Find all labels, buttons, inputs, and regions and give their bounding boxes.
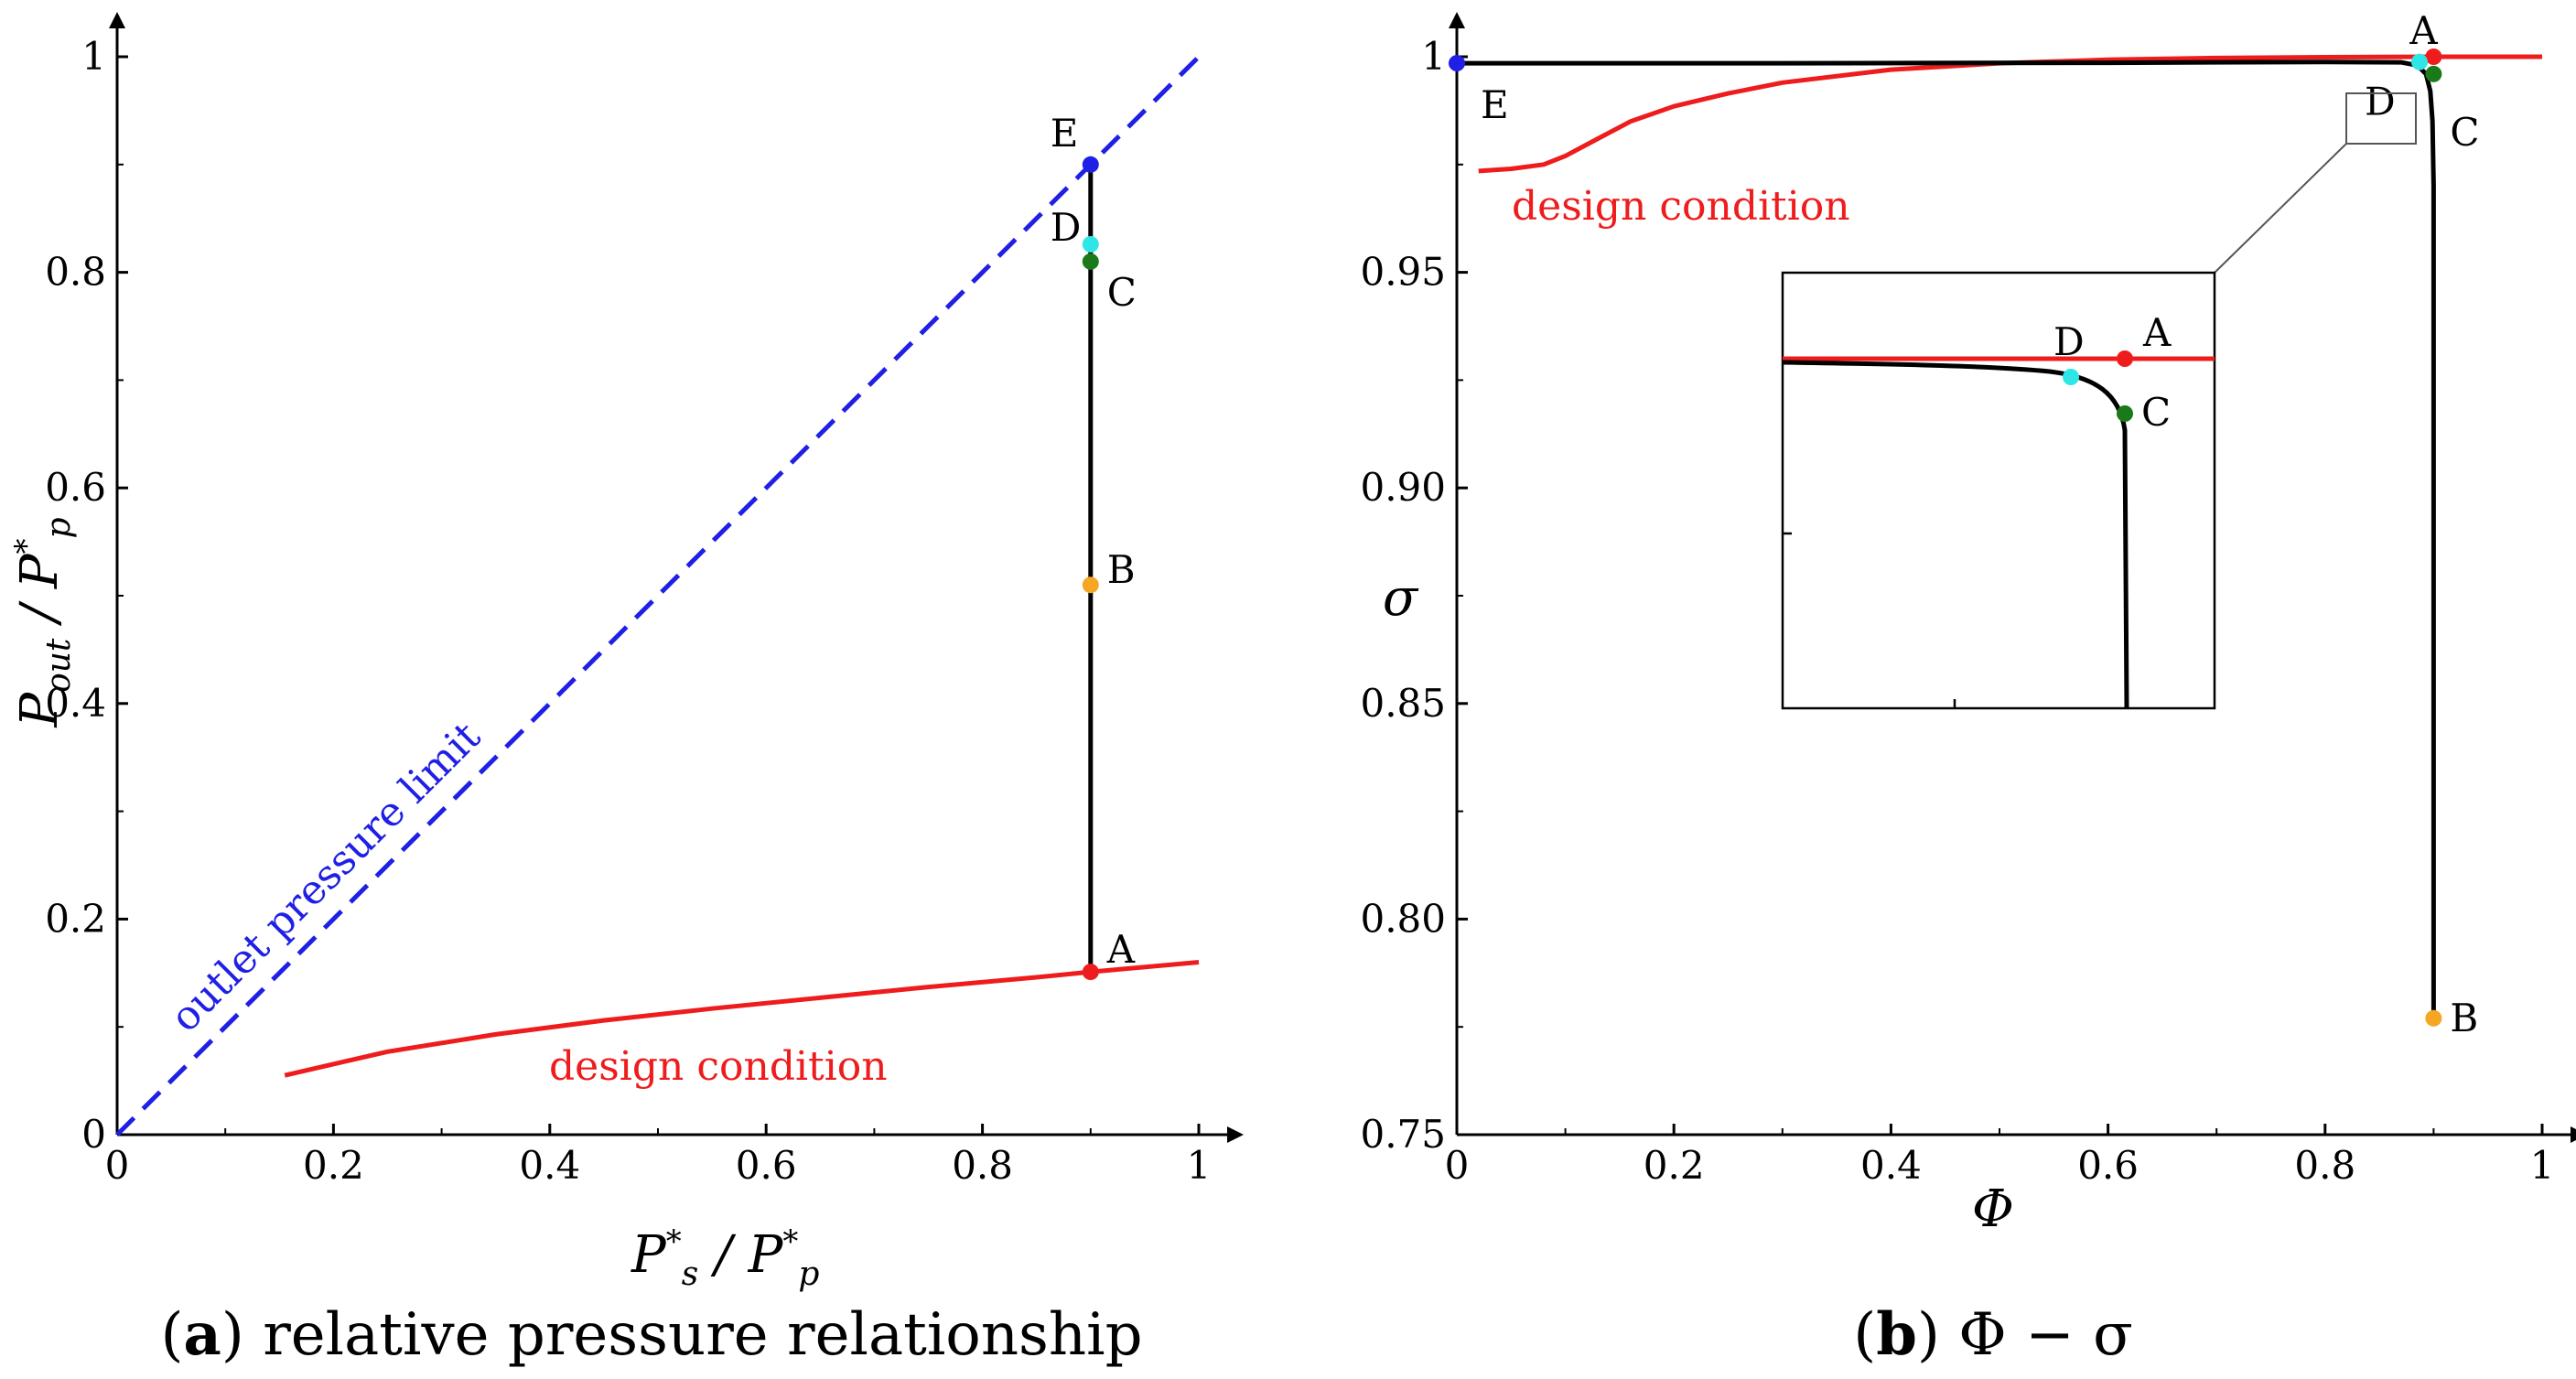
chart-b-annotation-design: design condition	[1512, 183, 1850, 230]
chart-a-xtick-label: 1	[1187, 1143, 1212, 1188]
chart-b-ytick-label: 0.75	[1360, 1112, 1446, 1157]
chart-a-xtick-label: 0.8	[952, 1143, 1013, 1188]
chart-a-ytick-label: 0.6	[45, 465, 106, 510]
chart-b-inset-frame	[1781, 271, 2216, 710]
chart-b-axes: 0 0.2 0.4 0.6 0.8 1 0.75 0.80 0.85 0.90 0.95 1	[1360, 12, 2576, 1188]
chart-b-inset-point-D	[2063, 369, 2079, 385]
chart-b-point-label-D: D	[2365, 80, 2396, 124]
chart-b-inset-label-A: A	[2142, 310, 2172, 355]
chart-b-xtick-label: 0.2	[1644, 1143, 1705, 1188]
chart-b-point-E	[1449, 55, 1465, 72]
chart-a-point-E	[1082, 156, 1099, 173]
chart-b-inset-point-A	[2117, 350, 2133, 367]
chart-a-point-label-D: D	[1051, 205, 1082, 250]
chart-b-inset-label-D: D	[2053, 319, 2085, 364]
chart-b-zoom-connector	[2214, 143, 2347, 274]
chart-a-ytick-label: 0.4	[45, 681, 106, 726]
chart-b-xtick-label: 0.4	[1860, 1143, 1922, 1188]
chart-b-point-C	[2425, 65, 2442, 82]
svg-text:Pout / P*p: Pout / P*p	[8, 517, 78, 727]
chart-a-xtick-label: 0.6	[736, 1143, 797, 1188]
chart-b-caption: (b) Φ − σ	[1853, 1300, 2133, 1369]
chart-a-annotation-limit: outlet pressure limit	[162, 713, 490, 1041]
chart-a-point-label-A: A	[1106, 927, 1136, 972]
chart-a-point-A	[1082, 964, 1099, 981]
chart-a-point-B	[1082, 576, 1099, 594]
svg-text:P*s / P*p: P*s / P*p	[631, 1223, 819, 1293]
chart-b-points: A B C D E	[1449, 8, 2480, 1040]
chart-b-point-B	[2425, 1009, 2442, 1027]
chart-b-inset: A D C	[1781, 271, 2216, 710]
chart-b-ytick-label: 0.95	[1360, 250, 1446, 295]
chart-a-xtick-label: 0.2	[303, 1143, 364, 1188]
chart-b-series-design-condition	[1478, 54, 2542, 174]
chart-b-point-label-B: B	[2450, 996, 2478, 1040]
chart-a: 0 0.2 0.4 0.6 0.8 1 0 0.2 0.4 0.6 0.8 1 A B CD E outle…	[8, 12, 1244, 1369]
chart-a-points: A B CD E	[1051, 111, 1137, 981]
chart-b-ytick-label: 0.80	[1360, 896, 1446, 941]
chart-b-ytick-label: 0.85	[1360, 681, 1446, 726]
chart-b-point-label-E: E	[1481, 82, 1509, 127]
chart-b-point-label-C: C	[2450, 110, 2479, 155]
chart-b-zoom-box	[2345, 92, 2417, 145]
chart-a-series-outlet-pressure-limit	[115, 55, 1201, 1137]
chart-a-series	[115, 55, 1201, 1137]
chart-b-ylabel: σ	[1383, 568, 1419, 628]
chart-a-series-design-condition	[284, 960, 1200, 1078]
chart-b-xtick-label: 0	[1445, 1143, 1470, 1188]
chart-a-ylabel: Pout / P*p	[8, 517, 78, 727]
chart-a-point-label-E: E	[1051, 111, 1079, 156]
chart-b-ytick-label: 0.90	[1360, 465, 1446, 510]
chart-a-annotation-design: design condition	[549, 1043, 888, 1090]
chart-a-point-label-C: C	[1107, 270, 1137, 315]
chart-b: 0 0.2 0.4 0.6 0.8 1 0.75 0.80 0.85 0.90 0.95 1 A B C D…	[1360, 8, 2576, 1369]
chart-b-xtick-label: 0.8	[2294, 1143, 2355, 1188]
chart-b-point-A	[2425, 48, 2442, 65]
chart-a-ytick-label: 0.8	[45, 250, 106, 295]
chart-a-ytick-label: 1	[81, 34, 106, 79]
chart-a-axes: 0 0.2 0.4 0.6 0.8 1 0 0.2 0.4 0.6 0.8 1	[45, 12, 1244, 1188]
chart-b-xtick-label: 1	[2530, 1143, 2555, 1188]
chart-b-xlabel: Φ	[1972, 1180, 2014, 1239]
chart-b-xtick-label: 0.6	[2077, 1143, 2139, 1188]
chart-b-inset-point-C	[2117, 405, 2133, 422]
chart-b-ytick-label: 1	[1421, 34, 1446, 79]
chart-a-point-D	[1082, 235, 1099, 253]
chart-b-point-D	[2410, 53, 2428, 70]
chart-a-xlabel: P*s / P*p	[631, 1223, 819, 1293]
chart-b-inset-label-C: C	[2141, 390, 2171, 435]
chart-b-inset-operating-curve	[1782, 360, 2129, 709]
chart-b-point-label-A: A	[2409, 8, 2438, 53]
chart-a-xtick-label: 0.4	[519, 1143, 580, 1188]
chart-a-ytick-label: 0	[81, 1112, 106, 1157]
chart-a-caption: (a) relative pressure relationship	[160, 1300, 1142, 1369]
chart-a-xtick-label: 0	[105, 1143, 130, 1188]
chart-a-point-label-B: B	[1107, 547, 1136, 592]
chart-a-ytick-label: 0.2	[45, 896, 106, 941]
chart-a-point-C	[1082, 253, 1099, 270]
